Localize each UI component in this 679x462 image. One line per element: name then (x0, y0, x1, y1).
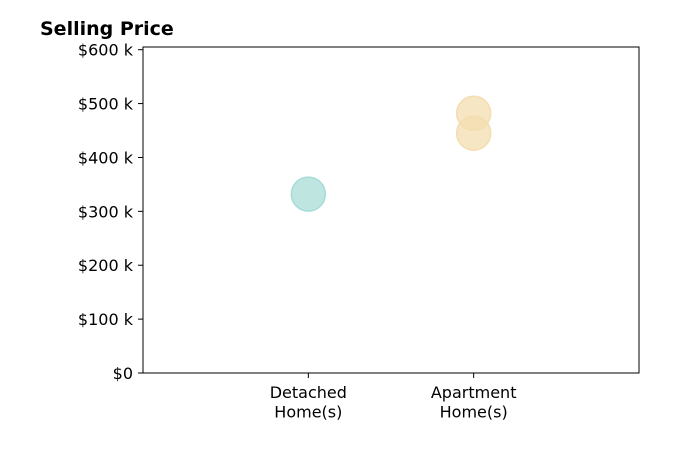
y-tick-label: $200 k (78, 256, 134, 275)
y-tick-label: $600 k (78, 41, 134, 60)
data-points (290, 95, 492, 212)
data-point (290, 176, 327, 212)
y-tick-label: $500 k (78, 95, 134, 114)
plot-frame (142, 46, 640, 374)
data-point (455, 115, 492, 151)
y-tick-label: $300 k (78, 202, 134, 221)
x-tick-label: Apartment (431, 383, 517, 402)
chart-title: Selling Price (40, 18, 174, 40)
y-tick-label: $0 (113, 364, 133, 383)
plot-area (142, 46, 640, 374)
y-tick-label: $400 k (78, 148, 134, 167)
x-tick-label: Home(s) (440, 403, 508, 422)
x-tick-label: Detached (270, 383, 347, 402)
y-tick-label: $100 k (78, 310, 134, 329)
x-tick-label: Home(s) (274, 403, 342, 422)
y-axis: $0 $100 k $200 k $300 k $400 k $500 k $600 k (78, 41, 143, 383)
